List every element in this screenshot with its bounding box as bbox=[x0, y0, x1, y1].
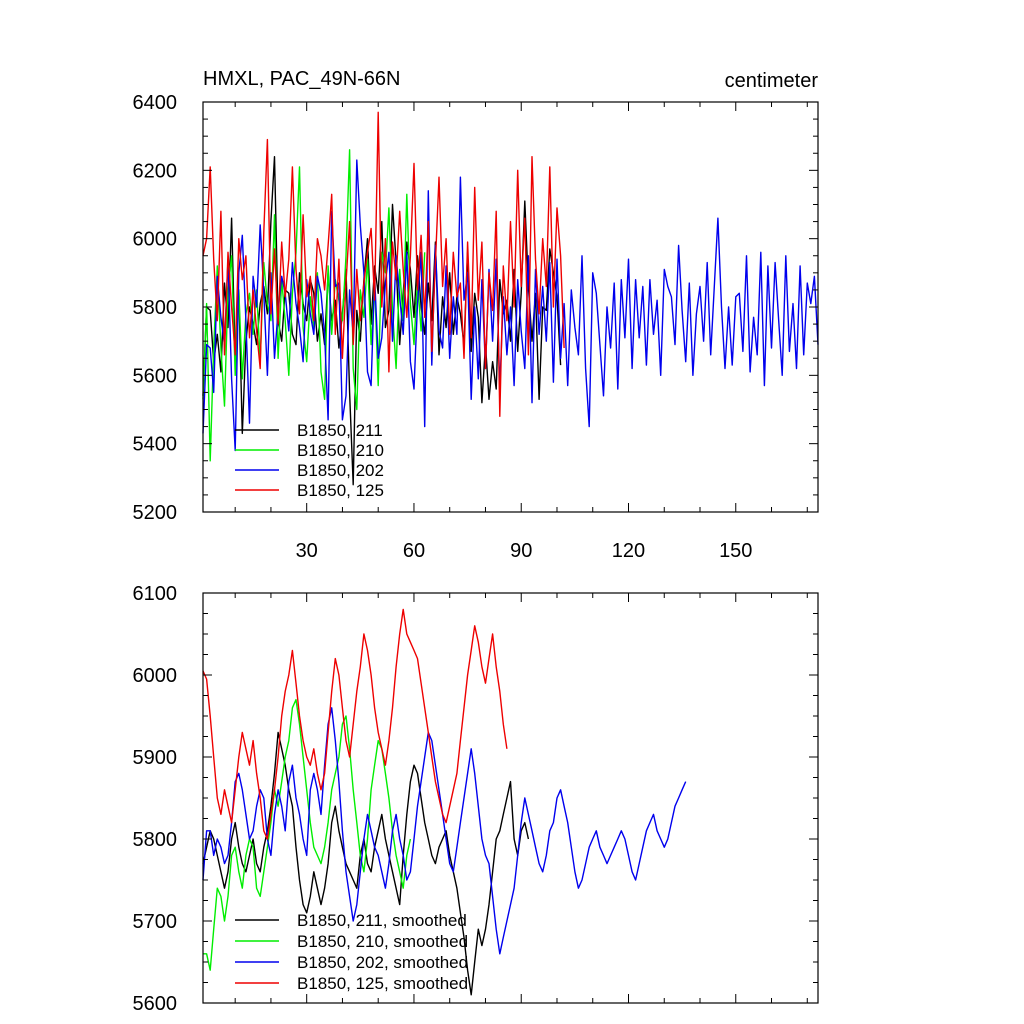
bottom-legend-label-2: B1850, 202, smoothed bbox=[297, 953, 468, 972]
top-legend-label-0: B1850, 211 bbox=[297, 421, 383, 440]
bottom-series-line-2 bbox=[202, 707, 687, 955]
bottom-panel: 5600 5700 5800 5900 6000 6100 B1850, 211, smo… bbox=[133, 583, 819, 1015]
top-series-layer bbox=[202, 111, 819, 486]
top-panel: HMXL, PAC_49N-66N centimeter 5200 5400 560… bbox=[133, 68, 819, 562]
top-x-tick-label: 30 bbox=[296, 540, 318, 562]
top-y-tick-label: 6200 bbox=[133, 160, 178, 182]
top-y-tick-label: 5800 bbox=[133, 297, 178, 319]
bottom-tick-layer: 5600 5700 5800 5900 6000 6100 bbox=[133, 583, 818, 1015]
top-chart-title: HMXL, PAC_49N-66N bbox=[203, 68, 400, 90]
bottom-y-tick-label: 5600 bbox=[133, 993, 178, 1015]
top-x-tick-label: 60 bbox=[403, 540, 425, 562]
top-x-tick-label: 90 bbox=[510, 540, 532, 562]
top-x-tick-label: 150 bbox=[719, 540, 752, 562]
bottom-legend: B1850, 211, smoothed B1850, 210, smoothed… bbox=[235, 911, 468, 993]
top-chart-units: centimeter bbox=[725, 70, 819, 92]
bottom-legend-label-3: B1850, 125, smoothed bbox=[297, 974, 468, 993]
top-series-line-3 bbox=[202, 111, 565, 417]
top-x-tick-label: 120 bbox=[612, 540, 645, 562]
top-y-tick-label: 6000 bbox=[133, 229, 178, 251]
top-series-line-2 bbox=[202, 159, 819, 452]
top-legend-label-1: B1850, 210 bbox=[297, 441, 384, 460]
top-y-tick-label: 6400 bbox=[133, 92, 178, 114]
top-y-tick-label: 5400 bbox=[133, 434, 178, 456]
top-legend-label-3: B1850, 125 bbox=[297, 481, 384, 500]
top-y-tick-label: 5600 bbox=[133, 365, 178, 387]
bottom-y-tick-label: 6100 bbox=[133, 583, 178, 605]
top-tick-layer: 5200 5400 5600 5800 6000 6200 6400 30 60 90 120 150 bbox=[133, 92, 818, 562]
bottom-y-tick-label: 5800 bbox=[133, 829, 178, 851]
bottom-legend-label-0: B1850, 211, smoothed bbox=[297, 911, 467, 930]
bottom-y-tick-label: 5700 bbox=[133, 911, 178, 933]
bottom-legend-label-1: B1850, 210, smoothed bbox=[297, 932, 468, 951]
top-y-tick-label: 5200 bbox=[133, 502, 178, 524]
bottom-series-line-3 bbox=[202, 608, 508, 840]
top-legend-label-2: B1850, 202 bbox=[297, 461, 384, 480]
bottom-series-line-1 bbox=[203, 698, 412, 971]
bottom-y-tick-label: 5900 bbox=[133, 747, 178, 769]
bottom-y-tick-label: 6000 bbox=[133, 665, 178, 687]
bottom-series-layer bbox=[202, 608, 687, 996]
